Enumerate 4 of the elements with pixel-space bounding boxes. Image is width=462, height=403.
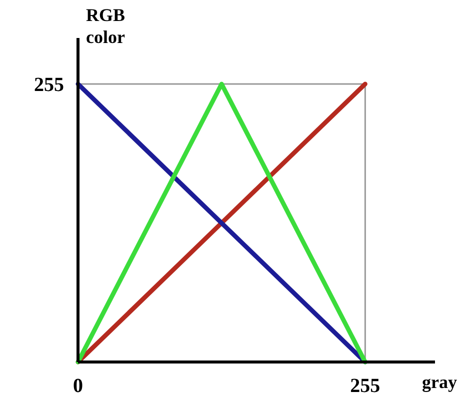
x-axis-title: gray <box>422 372 457 392</box>
y-axis-title: RGB color <box>86 4 126 48</box>
x-tick-label: 0 <box>73 375 83 397</box>
text: 255 <box>34 74 64 96</box>
